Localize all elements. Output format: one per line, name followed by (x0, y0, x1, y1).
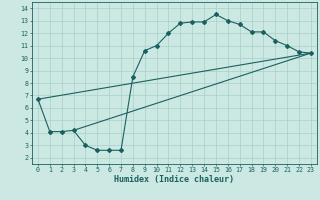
X-axis label: Humidex (Indice chaleur): Humidex (Indice chaleur) (115, 175, 234, 184)
